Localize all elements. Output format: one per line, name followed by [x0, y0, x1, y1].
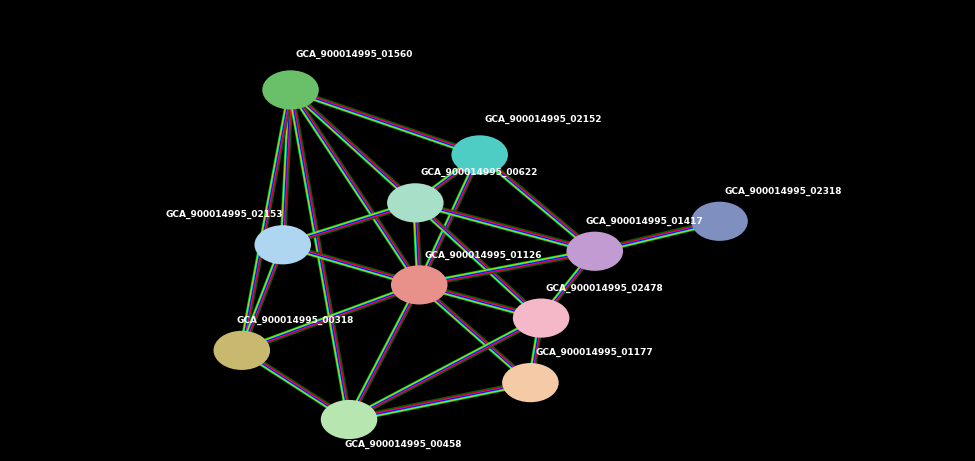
- Ellipse shape: [451, 136, 508, 175]
- Text: GCA_900014995_01126: GCA_900014995_01126: [424, 250, 542, 260]
- Text: GCA_900014995_02152: GCA_900014995_02152: [485, 114, 603, 124]
- Ellipse shape: [566, 231, 623, 271]
- Ellipse shape: [502, 363, 559, 402]
- Ellipse shape: [513, 299, 569, 337]
- Text: GCA_900014995_00622: GCA_900014995_00622: [420, 168, 537, 177]
- Text: GCA_900014995_00458: GCA_900014995_00458: [344, 440, 462, 449]
- Ellipse shape: [262, 70, 319, 110]
- Text: GCA_900014995_01177: GCA_900014995_01177: [535, 348, 653, 357]
- Ellipse shape: [214, 331, 270, 370]
- Text: GCA_900014995_02478: GCA_900014995_02478: [546, 284, 664, 293]
- Text: GCA_900014995_02318: GCA_900014995_02318: [724, 187, 842, 196]
- Ellipse shape: [391, 266, 448, 305]
- Ellipse shape: [387, 183, 444, 222]
- Ellipse shape: [254, 225, 311, 265]
- Text: GCA_900014995_01560: GCA_900014995_01560: [295, 49, 412, 59]
- Text: GCA_900014995_02153: GCA_900014995_02153: [166, 210, 284, 219]
- Ellipse shape: [321, 400, 377, 439]
- Text: GCA_900014995_01417: GCA_900014995_01417: [585, 217, 703, 226]
- Ellipse shape: [691, 202, 748, 241]
- Text: GCA_900014995_00318: GCA_900014995_00318: [237, 316, 354, 325]
